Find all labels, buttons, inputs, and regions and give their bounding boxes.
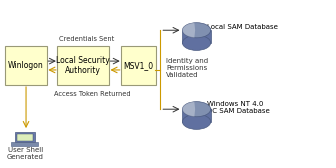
Ellipse shape (182, 23, 211, 38)
Ellipse shape (182, 114, 211, 129)
Ellipse shape (182, 102, 211, 117)
FancyBboxPatch shape (11, 142, 38, 146)
FancyBboxPatch shape (121, 46, 156, 85)
FancyBboxPatch shape (5, 46, 47, 85)
Text: User Shell
Generated: User Shell Generated (7, 147, 44, 160)
Text: MSV1_0: MSV1_0 (124, 61, 154, 70)
Text: Local Security
Authority: Local Security Authority (56, 56, 110, 75)
Ellipse shape (182, 35, 211, 50)
Text: Winlogon: Winlogon (8, 61, 44, 70)
Text: Identity and
Permissions
Validated: Identity and Permissions Validated (166, 58, 208, 78)
FancyBboxPatch shape (15, 132, 35, 142)
Polygon shape (182, 30, 211, 43)
Polygon shape (182, 23, 195, 38)
FancyBboxPatch shape (57, 46, 109, 85)
Text: Credentials Sent: Credentials Sent (59, 36, 114, 42)
Text: Windows NT 4.0
DC SAM Database: Windows NT 4.0 DC SAM Database (207, 101, 269, 114)
Text: Access Token Returned: Access Token Returned (54, 91, 130, 97)
Polygon shape (182, 109, 211, 122)
Polygon shape (182, 102, 195, 117)
Text: Local SAM Database: Local SAM Database (207, 24, 278, 30)
FancyBboxPatch shape (17, 134, 33, 141)
